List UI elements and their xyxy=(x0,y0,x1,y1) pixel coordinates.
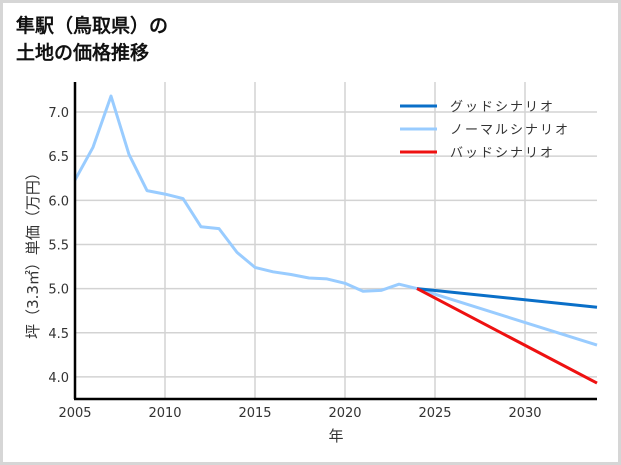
axes xyxy=(73,82,597,401)
x-tick-label: 2030 xyxy=(508,406,541,421)
x-tick-label: 2025 xyxy=(418,406,451,421)
y-tick-label: 4.0 xyxy=(48,371,69,386)
y-tick-label: 5.5 xyxy=(48,238,69,253)
y-tick-label: 6.5 xyxy=(48,150,69,165)
x-tick-label: 2010 xyxy=(148,406,181,421)
legend-label: ノーマルシナリオ xyxy=(450,123,570,138)
y-tick-label: 6.0 xyxy=(48,194,69,209)
y-tick-label: 7.0 xyxy=(48,106,69,121)
x-tick-label: 2005 xyxy=(58,406,91,421)
y-tick-label: 4.5 xyxy=(48,327,69,342)
chart-title-line2: 土地の価格推移 xyxy=(16,42,150,64)
data-series xyxy=(73,94,598,385)
x-axis-label: 年 xyxy=(328,427,343,445)
tick-labels: 2005 2010 2015 2020 2025 2030 4.0 4.5 5.0 5.5 6.0 6… xyxy=(48,106,541,421)
y-axis-label: 坪（3.3㎡）単価（万円） xyxy=(24,165,42,339)
legend-label: グッドシナリオ xyxy=(450,100,555,115)
series-line xyxy=(416,287,598,385)
chart-title: 隼駅（鳥取県）の 土地の価格推移 xyxy=(16,13,168,67)
y-tick-label: 5.0 xyxy=(48,283,69,298)
chart-title-line1: 隼駅（鳥取県）の xyxy=(16,15,169,37)
legend-label: バッドシナリオ xyxy=(450,146,555,161)
x-tick-label: 2020 xyxy=(328,406,361,421)
series-line xyxy=(73,94,598,347)
series-line xyxy=(416,287,598,309)
x-tick-label: 2015 xyxy=(238,406,271,421)
